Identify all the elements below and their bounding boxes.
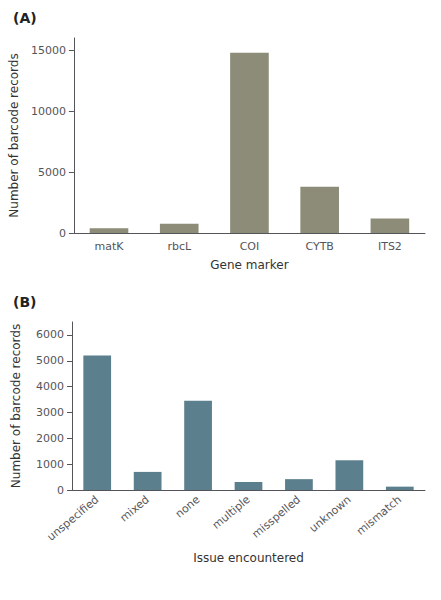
svg-text:(B): (B) bbox=[13, 294, 36, 310]
svg-text:mixed: mixed bbox=[118, 493, 152, 525]
svg-text:CYTB: CYTB bbox=[305, 240, 333, 253]
svg-text:3000: 3000 bbox=[36, 406, 64, 419]
svg-text:4000: 4000 bbox=[36, 380, 64, 393]
svg-text:multiple: multiple bbox=[210, 493, 253, 532]
svg-text:10000: 10000 bbox=[31, 105, 66, 118]
svg-text:Number of barcode records: Number of barcode records bbox=[9, 324, 23, 488]
svg-text:Number of barcode records: Number of barcode records bbox=[7, 53, 21, 217]
svg-text:mismatch: mismatch bbox=[354, 493, 404, 538]
svg-text:6000: 6000 bbox=[36, 328, 64, 341]
svg-text:2000: 2000 bbox=[36, 432, 64, 445]
svg-text:misspelled: misspelled bbox=[250, 493, 303, 541]
svg-text:0: 0 bbox=[59, 227, 66, 240]
svg-text:ITS2: ITS2 bbox=[378, 240, 402, 253]
svg-text:15000: 15000 bbox=[31, 44, 66, 57]
svg-text:none: none bbox=[173, 493, 203, 521]
svg-text:matK: matK bbox=[95, 240, 125, 253]
svg-text:Gene marker: Gene marker bbox=[210, 258, 288, 272]
svg-text:5000: 5000 bbox=[36, 354, 64, 367]
svg-text:unknown: unknown bbox=[307, 493, 354, 535]
svg-text:unspecified: unspecified bbox=[45, 493, 102, 544]
svg-text:COI: COI bbox=[240, 240, 260, 253]
svg-text:Issue encountered: Issue encountered bbox=[193, 551, 304, 565]
svg-text:(A): (A) bbox=[13, 10, 37, 26]
svg-text:5000: 5000 bbox=[38, 166, 66, 179]
svg-text:0: 0 bbox=[57, 484, 64, 497]
svg-text:1000: 1000 bbox=[36, 458, 64, 471]
svg-text:rbcL: rbcL bbox=[167, 240, 192, 253]
